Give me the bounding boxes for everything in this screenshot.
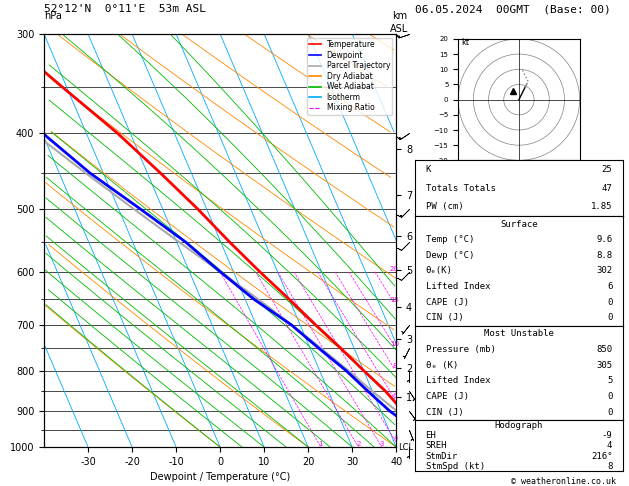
Text: 9.6: 9.6 [596, 235, 613, 244]
Text: StmDir: StmDir [426, 451, 458, 461]
Legend: Temperature, Dewpoint, Parcel Trajectory, Dry Adiabat, Wet Adiabat, Isotherm, Mi: Temperature, Dewpoint, Parcel Trajectory… [307, 38, 392, 115]
Text: 52°12'N  0°11'E  53m ASL: 52°12'N 0°11'E 53m ASL [44, 4, 206, 14]
X-axis label: Dewpoint / Temperature (°C): Dewpoint / Temperature (°C) [150, 472, 290, 483]
Text: 305: 305 [596, 361, 613, 370]
Text: 06.05.2024  00GMT  (Base: 00): 06.05.2024 00GMT (Base: 00) [415, 4, 611, 14]
Text: 302: 302 [596, 266, 613, 276]
Text: 850: 850 [596, 345, 613, 354]
Text: 25: 25 [601, 165, 613, 174]
Text: Hodograph: Hodograph [495, 421, 543, 430]
Text: Dewp (°C): Dewp (°C) [426, 251, 474, 260]
Text: 5: 5 [607, 376, 613, 385]
Text: 6: 6 [607, 282, 613, 291]
Text: CAPE (J): CAPE (J) [426, 298, 469, 307]
Text: hPa: hPa [44, 12, 62, 21]
Text: ASL: ASL [390, 24, 409, 34]
Text: Totals Totals: Totals Totals [426, 184, 496, 193]
Text: Lifted Index: Lifted Index [426, 282, 490, 291]
Text: CIN (J): CIN (J) [426, 313, 463, 322]
Text: EH: EH [426, 431, 437, 440]
Text: Surface: Surface [500, 220, 538, 228]
Text: 10: 10 [391, 341, 399, 347]
Text: SREH: SREH [426, 441, 447, 451]
Text: 0: 0 [607, 313, 613, 322]
Text: PW (cm): PW (cm) [426, 203, 463, 211]
Text: CAPE (J): CAPE (J) [426, 392, 469, 401]
Text: LCL: LCL [399, 443, 414, 451]
Text: Temp (°C): Temp (°C) [426, 235, 474, 244]
Text: 47: 47 [601, 184, 613, 193]
Text: Most Unstable: Most Unstable [484, 329, 554, 338]
Text: © weatheronline.co.uk: © weatheronline.co.uk [511, 477, 616, 486]
Text: StmSpd (kt): StmSpd (kt) [426, 462, 484, 471]
Text: 216°: 216° [591, 451, 613, 461]
Text: 8: 8 [392, 363, 396, 369]
Text: 20: 20 [389, 266, 398, 272]
Text: 1.85: 1.85 [591, 203, 613, 211]
Text: CIN (J): CIN (J) [426, 408, 463, 417]
Text: θₑ(K): θₑ(K) [426, 266, 452, 276]
Text: Mixing Ratio (g/kg): Mixing Ratio (g/kg) [433, 194, 443, 287]
Text: kt: kt [461, 38, 469, 47]
Text: 8.8: 8.8 [596, 251, 613, 260]
Text: Pressure (mb): Pressure (mb) [426, 345, 496, 354]
Text: K: K [426, 165, 431, 174]
Text: θₑ (K): θₑ (K) [426, 361, 458, 370]
Text: 0: 0 [607, 408, 613, 417]
Text: 0: 0 [607, 298, 613, 307]
Text: 1: 1 [319, 441, 323, 447]
Text: -9: -9 [601, 431, 613, 440]
Text: 3: 3 [379, 441, 384, 447]
Text: km: km [392, 12, 407, 21]
Text: 8: 8 [607, 462, 613, 471]
Text: 6: 6 [392, 393, 397, 399]
Text: 4: 4 [607, 441, 613, 451]
Text: 15: 15 [390, 297, 399, 303]
Text: 4: 4 [393, 435, 398, 441]
Text: 0: 0 [607, 392, 613, 401]
Text: 2: 2 [356, 441, 360, 447]
Text: Lifted Index: Lifted Index [426, 376, 490, 385]
